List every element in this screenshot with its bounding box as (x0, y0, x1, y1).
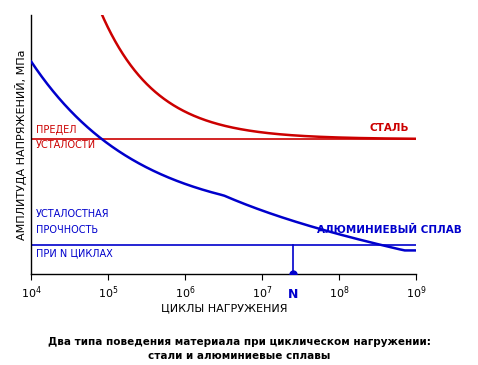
Text: УСТАЛОСТИ: УСТАЛОСТИ (36, 141, 96, 150)
Text: N: N (288, 288, 298, 301)
Text: ПРИ N ЦИКЛАХ: ПРИ N ЦИКЛАХ (36, 248, 113, 258)
Text: ПРОЧНОСТЬ: ПРОЧНОСТЬ (36, 224, 98, 235)
X-axis label: ЦИКЛЫ НАГРУЖЕНИЯ: ЦИКЛЫ НАГРУЖЕНИЯ (161, 304, 287, 314)
Text: ПРЕДЕЛ: ПРЕДЕЛ (36, 125, 76, 135)
Text: СТАЛЬ: СТАЛЬ (370, 123, 409, 133)
Text: АЛЮМИНИЕВЫЙ СПЛАВ: АЛЮМИНИЕВЫЙ СПЛАВ (317, 225, 462, 235)
Y-axis label: АМПЛИТУДА НАПРЯЖЕНИЙ, МПа: АМПЛИТУДА НАПРЯЖЕНИЙ, МПа (15, 49, 27, 239)
Text: УСТАЛОСТНАЯ: УСТАЛОСТНАЯ (36, 210, 109, 219)
Text: Два типа поведения материала при циклическом нагружении:
стали и алюминиевые спл: Два типа поведения материала при цикличе… (48, 337, 430, 361)
